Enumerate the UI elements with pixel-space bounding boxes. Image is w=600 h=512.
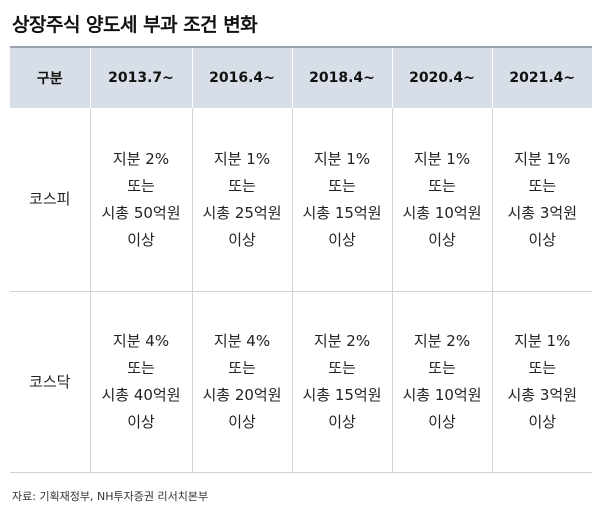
condition-line: 시총 10억원: [402, 203, 482, 222]
condition-line: 시총 15억원: [302, 203, 382, 222]
condition-line: 지분 1%: [213, 149, 271, 168]
row-label: 코스피: [10, 108, 90, 292]
condition-line: 이상: [127, 413, 155, 431]
table-row: 코스피 지분 2% 또는 시총 50억원 이상 지분 1% 또는 시총 25억원 이상 지분 1%…: [10, 108, 592, 292]
condition-line: 이상: [528, 413, 557, 431]
condition-line: 시총 3억원: [507, 386, 577, 404]
condition-line: 또는: [428, 359, 456, 377]
condition-line: 또는: [328, 359, 356, 377]
condition-line: 지분 1%: [514, 332, 571, 350]
condition-line: 또는: [428, 176, 456, 195]
condition-line: 시총 50억원: [101, 203, 181, 222]
header-period: 2013.7~: [89, 46, 192, 108]
table-header-row: 구분 2013.7~ 2016.4~ 2018.4~ 2020.4~ 2021.…: [10, 46, 592, 108]
row-label: 코스닥: [10, 291, 90, 473]
condition-line: 이상: [428, 230, 456, 249]
condition-line: 시총 15억원: [302, 386, 382, 404]
condition-line: 지분 4%: [213, 332, 271, 350]
condition-line: 또는: [127, 176, 155, 195]
header-period: 2021.4~: [491, 46, 592, 108]
condition-line: 이상: [328, 230, 356, 249]
condition-line: 지분 4%: [112, 332, 170, 350]
condition-line: 시총 3억원: [507, 203, 577, 222]
condition-line: 또는: [528, 359, 557, 377]
tax-condition-table: 구분 2013.7~ 2016.4~ 2018.4~ 2020.4~ 2021.…: [10, 46, 592, 473]
condition-line: 또는: [228, 359, 256, 377]
condition-line: 또는: [228, 176, 256, 195]
condition-line: 이상: [228, 413, 256, 431]
condition-line: 지분 2%: [112, 149, 170, 168]
condition-line: 시총 20억원: [202, 386, 282, 404]
condition-line: 이상: [228, 230, 256, 249]
condition-line: 시총 40억원: [101, 386, 181, 404]
condition-line: 또는: [528, 176, 557, 195]
condition-line: 지분 1%: [313, 149, 371, 168]
condition-line: 지분 1%: [413, 149, 471, 168]
page-title: 상장주식 양도세 부과 조건 변화: [12, 14, 258, 36]
header-period: 2016.4~: [191, 46, 292, 108]
condition-line: 시총 10억원: [402, 386, 482, 404]
table-row: 코스닥 지분 4% 또는 시총 40억원 이상 지분 4% 또는 시총 20억원 이상 지분 2%…: [10, 291, 592, 473]
condition-line: 지분 2%: [413, 332, 471, 350]
header-category: 구분: [10, 46, 90, 108]
condition-line: 또는: [127, 359, 155, 377]
condition-line: 이상: [328, 413, 356, 431]
header-period: 2018.4~: [291, 46, 392, 108]
condition-line: 이상: [127, 230, 155, 249]
header-period: 2020.4~: [391, 46, 492, 108]
source-note: 자료: 기획재정부, NH투자증권 리서치본부: [12, 490, 209, 503]
condition-line: 이상: [428, 413, 456, 431]
condition-line: 지분 1%: [514, 149, 571, 168]
condition-line: 또는: [328, 176, 356, 195]
condition-line: 시총 25억원: [202, 203, 282, 222]
condition-line: 지분 2%: [313, 332, 371, 350]
condition-line: 이상: [528, 230, 557, 249]
